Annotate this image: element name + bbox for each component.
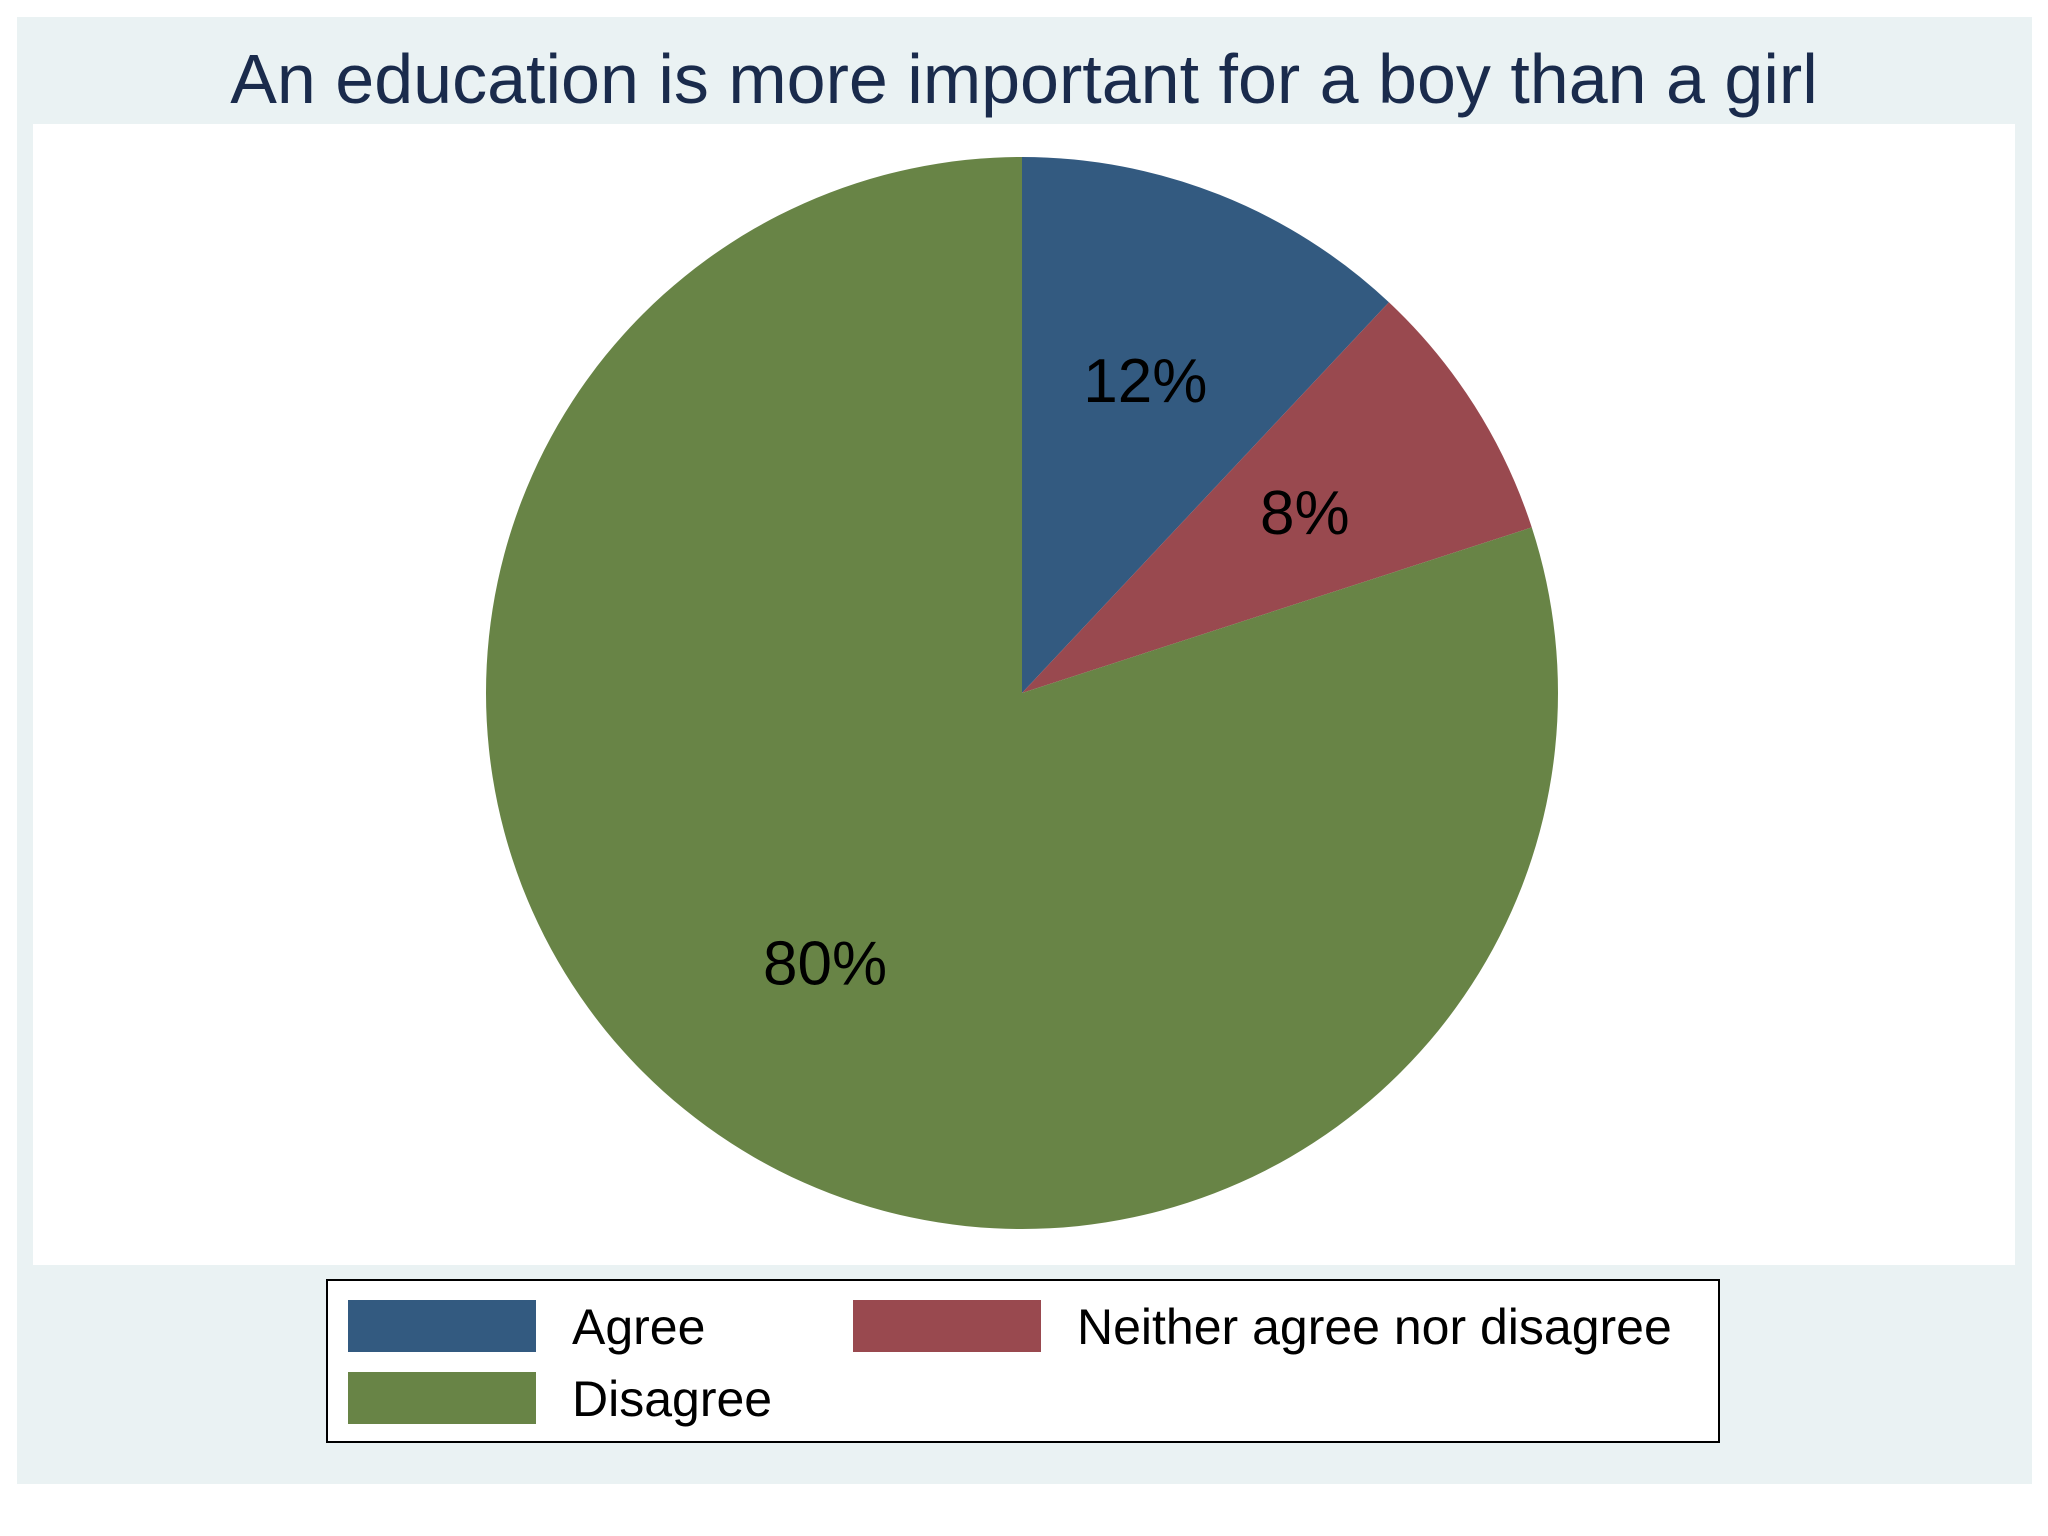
legend-label-disagree: Disagree (572, 1371, 773, 1427)
legend-swatch-agree (348, 1300, 536, 1352)
legend-swatch-neither (853, 1300, 1041, 1352)
chart-title: An education is more important for a boy… (230, 40, 1818, 118)
legend: Agree Neither agree nor disagree Disagre… (326, 1279, 1720, 1443)
slice-label-agree: 12% (1083, 347, 1207, 416)
legend-label-agree: Agree (572, 1299, 706, 1355)
pie-slice-neither-agree-nor-disagree (1022, 302, 1532, 693)
slice-label-neither-agree-nor-disagree: 8% (1260, 479, 1350, 548)
legend-label-neither: Neither agree nor disagree (1077, 1299, 1672, 1355)
slice-label-disagree: 80% (763, 930, 887, 999)
pie-slice-agree (1022, 157, 1389, 693)
pie-slice-disagree (485, 157, 1558, 1229)
legend-swatch-disagree (348, 1372, 536, 1424)
